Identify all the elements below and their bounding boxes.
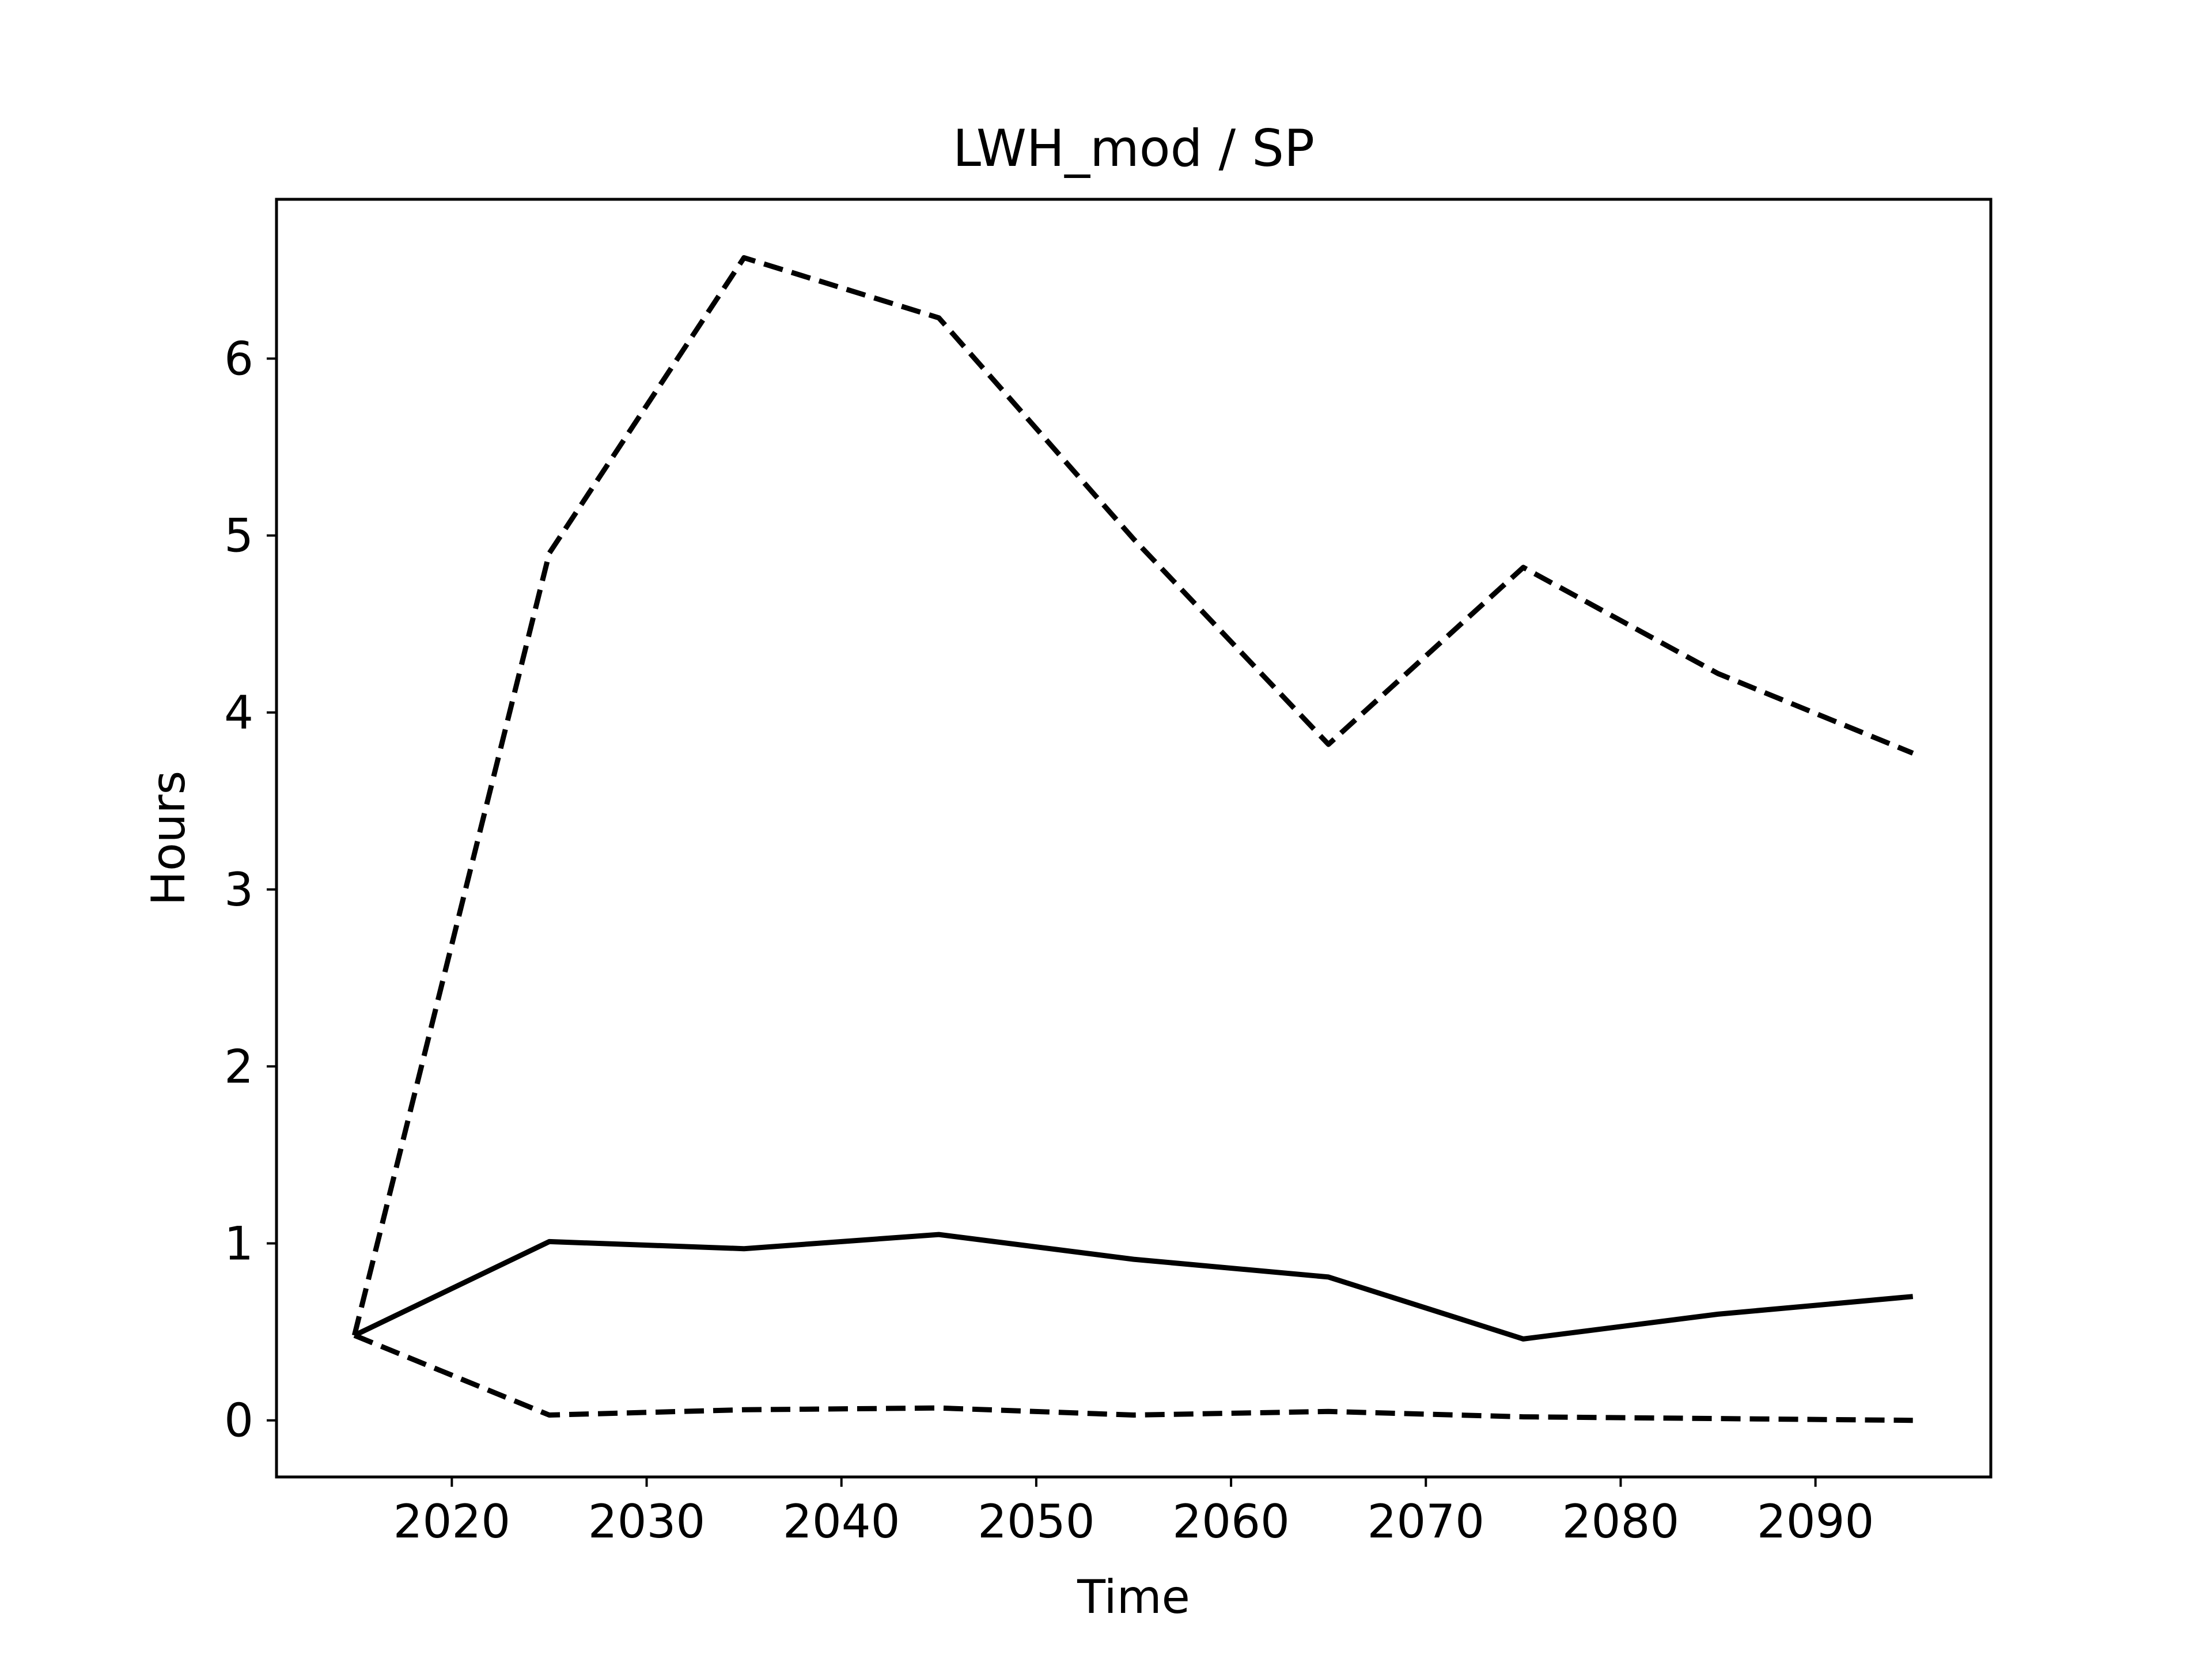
x-tick-label: 2050 — [978, 1495, 1095, 1548]
y-tick-label: 6 — [224, 332, 253, 385]
y-tick-label: 4 — [224, 686, 253, 740]
x-tick-label: 2090 — [1757, 1495, 1874, 1548]
y-tick-label: 3 — [224, 863, 253, 916]
series-line-2 — [353, 1232, 1914, 1342]
x-tick-label: 2020 — [393, 1495, 511, 1548]
x-tick-label: 2030 — [588, 1495, 706, 1548]
y-tick-label: 1 — [224, 1217, 253, 1270]
series-line-3 — [353, 1333, 1913, 1423]
chart-title: LWH_mod / SP — [953, 119, 1315, 178]
x-axis-label: Time — [1077, 1570, 1190, 1624]
y-axis-label: Hours — [142, 771, 195, 906]
x-tick-label: 2080 — [1562, 1495, 1680, 1548]
plot-frame — [275, 198, 1993, 1479]
y-tick-label: 2 — [224, 1040, 253, 1093]
series-line-1 — [351, 255, 1914, 1336]
x-tick-label: 2060 — [1172, 1495, 1290, 1548]
y-tick-label: 5 — [224, 509, 253, 563]
y-tick-label: 0 — [224, 1394, 253, 1448]
x-tick-label: 2070 — [1367, 1495, 1484, 1548]
x-tick-label: 2040 — [783, 1495, 900, 1548]
